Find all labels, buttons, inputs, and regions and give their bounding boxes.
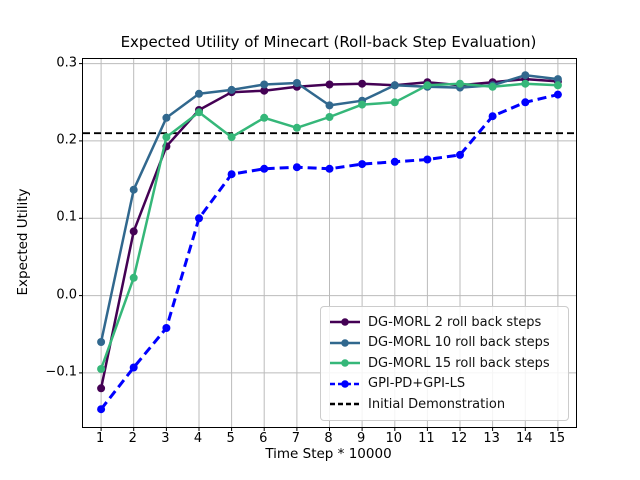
legend-row: DG-MORL 2 roll back steps <box>329 312 560 333</box>
x-tick-label: 14 <box>515 431 533 446</box>
legend-row: GPI-PD+GPI-LS <box>329 374 560 395</box>
legend-line-sample <box>330 318 360 327</box>
x-tick-label: 13 <box>483 431 500 446</box>
legend-line-sample <box>330 338 360 347</box>
x-tick-label: 3 <box>161 431 170 446</box>
x-tick-label: 10 <box>385 431 403 446</box>
legend-line-sample <box>330 379 360 388</box>
x-axis-label: Time Step * 10000 <box>265 446 392 462</box>
legend-label: Initial Demonstration <box>368 396 506 412</box>
series-3 <box>97 90 562 414</box>
legend-row: Initial Demonstration <box>329 394 560 415</box>
x-tick-label: 8 <box>324 431 333 446</box>
legend-line-sample <box>330 402 360 406</box>
chart-title: Expected Utility of Minecart (Roll-back … <box>120 33 537 51</box>
x-tick-label: 6 <box>259 431 268 446</box>
x-tick-label: 1 <box>95 431 105 446</box>
y-axis-label: Expected Utility <box>15 188 31 296</box>
legend-label: DG-MORL 2 roll back steps <box>368 314 542 330</box>
legend: DG-MORL 2 roll back steps DG-MORL 10 rol… <box>320 306 569 421</box>
plot-area: DG-MORL 2 roll back steps DG-MORL 10 rol… <box>79 58 577 431</box>
y-tick-label: 0.2 <box>56 132 77 148</box>
x-tick-label: 5 <box>226 431 235 446</box>
legend-label: DG-MORL 15 roll back steps <box>368 355 550 371</box>
legend-line-sample <box>330 359 360 368</box>
x-tick-label: 4 <box>193 431 203 446</box>
x-tick-label: 12 <box>450 431 468 446</box>
y-tick-label: 0.1 <box>56 209 77 225</box>
series-2 <box>97 79 562 373</box>
legend-row: DG-MORL 15 roll back steps <box>329 353 560 374</box>
y-tick-label: 0.0 <box>56 287 77 303</box>
legend-label: DG-MORL 10 roll back steps <box>368 335 550 351</box>
legend-label: GPI-PD+GPI-LS <box>368 376 466 392</box>
x-tick-label: 9 <box>356 431 366 446</box>
y-tick-label: 0.3 <box>56 55 77 71</box>
legend-row: DG-MORL 10 roll back steps <box>329 333 560 354</box>
x-tick-label: 11 <box>418 431 435 446</box>
tick-marks <box>79 63 559 431</box>
x-tick-label: 2 <box>128 431 137 446</box>
x-tick-label: 7 <box>291 431 300 446</box>
y-tick-label: −0.1 <box>45 364 77 380</box>
x-tick-label: 15 <box>548 431 566 446</box>
